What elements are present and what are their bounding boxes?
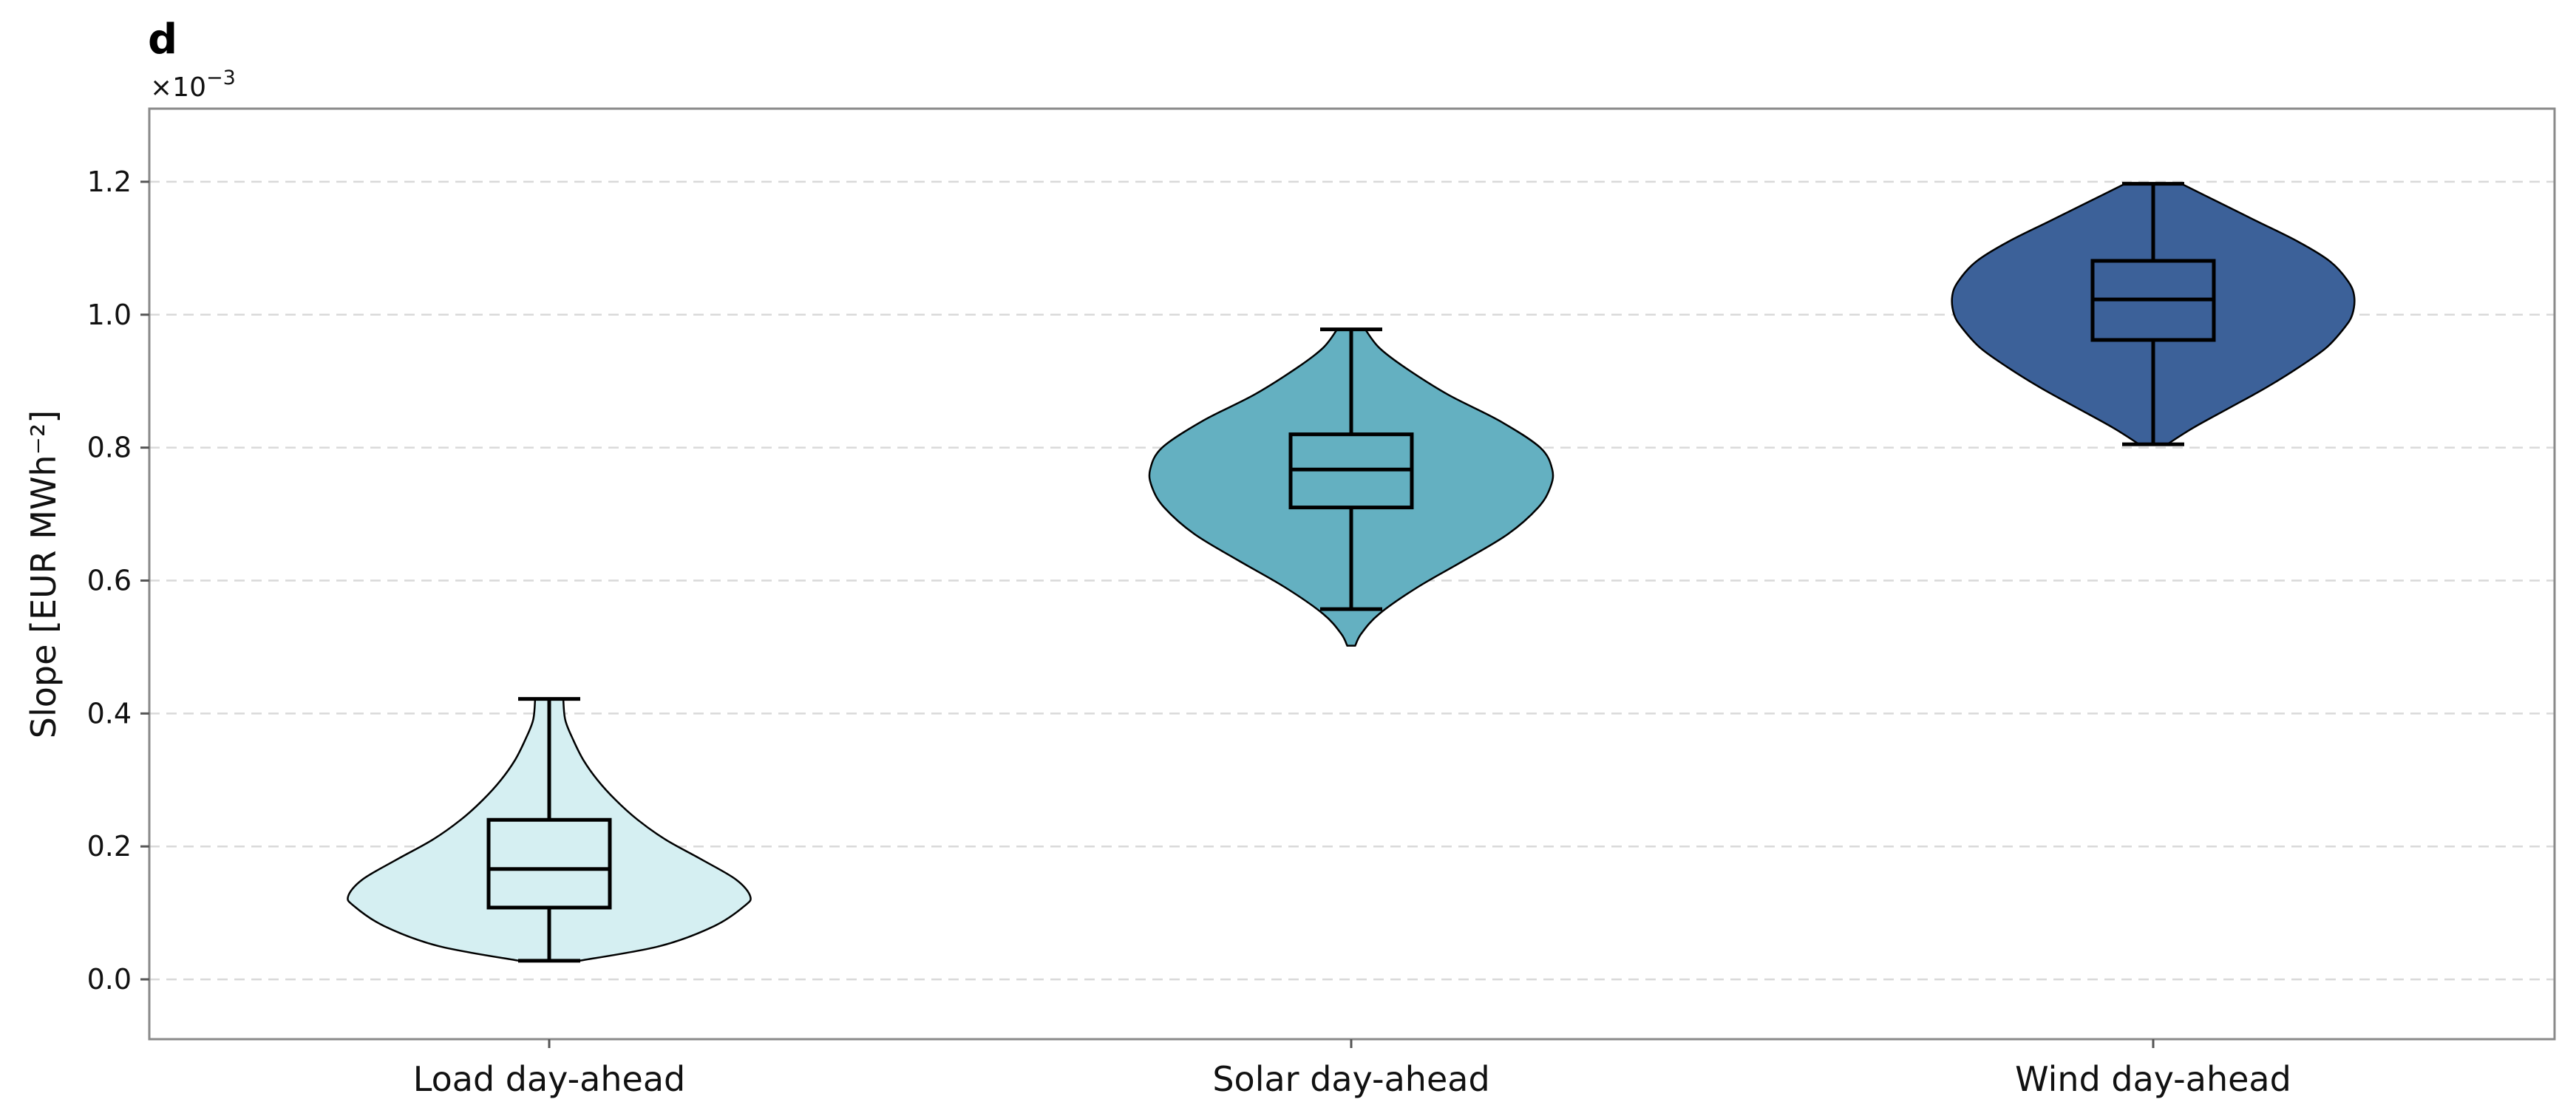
panel-label: d: [148, 16, 177, 64]
y-tick-label: 1.0: [87, 299, 132, 331]
y-tick-label: 0.0: [87, 963, 132, 996]
y-exponent-label: ×10−3: [150, 67, 236, 103]
boxplot: [1288, 327, 1414, 611]
x-tick-label: Solar day-ahead: [1212, 1059, 1489, 1099]
y-exponent-power: −3: [206, 67, 236, 89]
y-exponent-base: ×10: [150, 72, 206, 103]
y-tick-label: 0.4: [87, 697, 132, 729]
violins-layer: [347, 183, 2356, 962]
x-tick-label: Wind day-ahead: [2015, 1059, 2291, 1099]
y-tick-label: 1.2: [87, 166, 132, 198]
y-tick-label: 0.8: [87, 432, 132, 464]
boxplots-layer: [486, 182, 2216, 963]
iqr-box: [486, 817, 612, 910]
x-tick-label: Load day-ahead: [413, 1059, 685, 1099]
x-axis: Load day-ahead Solar day-ahead Wind day-ah…: [413, 1039, 2291, 1099]
y-tick-label: 0.6: [87, 564, 132, 596]
boxplot: [486, 697, 612, 963]
y-axis: 0.0 0.2 0.4 0.6 0.8 1.0 1.2: [87, 166, 149, 996]
boxplot: [2090, 182, 2216, 446]
y-axis-title: Slope [EUR MWh⁻²]: [24, 410, 64, 739]
y-tick-label: 0.2: [87, 830, 132, 863]
